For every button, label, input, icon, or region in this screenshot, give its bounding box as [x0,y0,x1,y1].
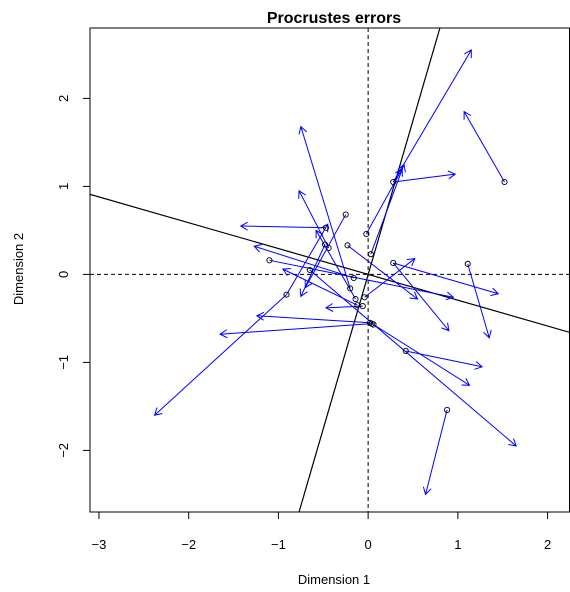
procrustes-arrow [253,244,354,279]
data-point [344,242,351,249]
procrustes-arrow [298,125,351,289]
data-point [347,285,354,292]
procrustes-arrow [422,409,448,496]
y-axis: −2 −1 0 1 2 [56,95,91,458]
data-point [501,178,508,186]
x-tick-label: −3 [92,537,107,552]
rotation-axis-2 [298,28,441,512]
procrustes-arrow [405,350,484,370]
procrustes-arrow [463,110,505,183]
procrustes-arrow [467,263,492,339]
y-axis-label: Dimension 2 [11,233,26,305]
y-tick-label: −2 [56,443,71,458]
points-layer [266,178,508,413]
data-point [350,274,357,281]
procrustes-arrow [393,170,457,183]
data-point [342,211,349,218]
procrustes-arrow [298,189,330,249]
procrustes-arrow [392,262,450,332]
procrustes-arrow [365,167,403,235]
data-point [325,244,332,252]
x-axis-label: Dimension 1 [298,572,370,587]
procrustes-arrow [364,257,416,298]
procrustes-arrow [219,323,372,339]
data-point [359,303,366,310]
procrustes-arrow [309,269,517,447]
procrustes-arrow [392,49,472,183]
data-point [367,251,374,258]
data-point [444,406,451,413]
data-point [361,294,368,301]
procrustes-arrow [299,244,326,298]
arrows-layer [153,49,517,496]
x-tick-label: 2 [544,537,551,552]
data-point [402,347,409,355]
procrustes-arrow [324,303,363,312]
data-point [370,321,377,328]
x-axis: −3 −2 −1 0 1 2 [92,511,551,552]
x-tick-label: 0 [365,537,372,552]
data-point [352,295,359,303]
procrustes-arrow [373,324,471,386]
y-tick-label: 0 [56,271,71,278]
procrustes-arrow [281,268,358,306]
y-tick-label: 2 [56,95,71,102]
data-point [363,230,370,237]
procrustes-arrow [239,221,326,231]
data-point [390,178,397,186]
data-point [464,260,471,267]
data-point [322,224,330,231]
procrustes-arrow [393,262,500,297]
rotation-axis-1 [90,193,570,334]
procrustes-arrow [153,294,287,416]
y-tick-label: −1 [56,355,71,370]
y-tick-label: 1 [56,183,71,190]
procrustes-arrow [370,163,406,255]
x-tick-label: 1 [454,537,461,552]
x-tick-label: −2 [181,537,196,552]
procrustes-arrow [255,311,370,324]
x-tick-label: −1 [271,537,286,552]
chart-title: Procrustes errors [267,10,401,27]
procrustes-arrow [269,259,455,301]
procrustes-arrow [315,229,357,300]
data-point [306,266,313,274]
procrustes-arrow [347,244,419,300]
data-point [283,291,290,298]
data-point [390,259,397,267]
data-point [322,241,329,248]
data-point [266,257,273,264]
